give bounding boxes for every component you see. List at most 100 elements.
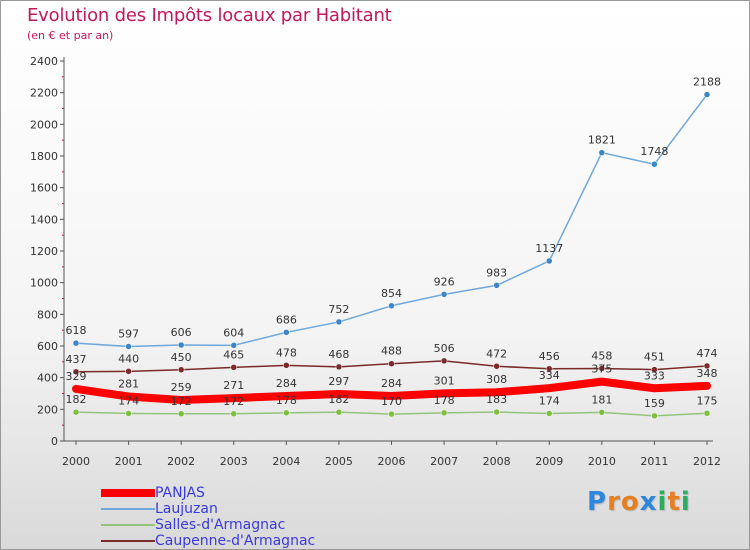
data-label: 271 [223, 379, 244, 392]
legend-label: Salles-d'Armagnac [155, 517, 286, 533]
data-label: 451 [644, 351, 665, 364]
data-label: 178 [434, 394, 455, 407]
data-point [598, 409, 606, 416]
legend-swatch [101, 524, 155, 526]
data-point [230, 342, 237, 349]
data-point [125, 343, 132, 350]
data-label: 334 [539, 369, 560, 382]
logo-letter: x [639, 487, 658, 517]
data-label: 618 [66, 324, 87, 337]
data-point [335, 408, 343, 416]
data-label: 465 [223, 348, 244, 361]
data-point [546, 410, 553, 417]
data-point [440, 291, 448, 298]
y-tick-label: 0 [51, 435, 58, 448]
logo-letter: t [667, 487, 681, 517]
data-point [335, 318, 343, 326]
logo-letter: P [587, 487, 608, 517]
data-label: 174 [118, 394, 139, 407]
legend-label: Laujuzan [155, 501, 218, 517]
data-label: 458 [591, 349, 612, 362]
data-label: 478 [276, 346, 297, 359]
x-tick-label: 2010 [588, 455, 616, 468]
data-point [493, 408, 500, 416]
legend-item: Salles-d'Armagnac [101, 517, 361, 533]
data-point [388, 360, 395, 367]
x-tick-label: 2008 [483, 455, 511, 468]
data-point [230, 364, 237, 371]
x-tick-label: 2007 [430, 455, 458, 468]
data-label: 259 [171, 381, 192, 394]
data-point [335, 363, 343, 371]
y-tick-label: 800 [37, 308, 58, 321]
data-label: 178 [276, 394, 297, 407]
logo-letter: o [620, 487, 640, 517]
legend-label: Caupenne-d'Armagnac [155, 533, 316, 549]
data-point [283, 409, 290, 417]
data-label: 172 [223, 395, 244, 408]
data-point [125, 410, 132, 417]
proxiti-logo: Proxiti [587, 487, 691, 517]
x-tick-label: 2011 [640, 455, 668, 468]
data-point [230, 410, 237, 418]
data-point [651, 160, 658, 168]
data-label: 281 [118, 378, 139, 391]
data-labels-layer: 329 281 259 271 284 297 284 301 308 334 375 333 348 6… [66, 76, 722, 410]
legend: PANJAS Laujuzan Salles-d'Armagnac Caupenne-… [101, 485, 361, 549]
data-point [651, 412, 658, 420]
data-label: 437 [66, 353, 87, 366]
data-point [177, 410, 185, 418]
data-point [493, 282, 500, 289]
data-label: 1748 [640, 145, 668, 158]
data-label: 182 [328, 393, 349, 406]
data-point [388, 302, 395, 310]
data-label: 1821 [588, 134, 616, 147]
y-tick-label: 400 [37, 372, 58, 385]
data-label: 308 [486, 373, 507, 386]
x-tick-label: 2005 [325, 455, 353, 468]
data-label: 597 [118, 327, 139, 340]
data-label: 983 [486, 266, 507, 279]
data-point [598, 365, 606, 372]
data-label: 1137 [535, 242, 563, 255]
data-label: 472 [486, 347, 507, 360]
logo-letter: r [607, 487, 621, 517]
data-label: 752 [328, 303, 349, 316]
data-point [703, 91, 711, 98]
x-tick-label: 2004 [272, 455, 300, 468]
logo-letter: i [680, 487, 691, 517]
data-point [125, 368, 132, 375]
x-tick-label: 2003 [220, 455, 248, 468]
data-point [388, 410, 395, 418]
legend-item: PANJAS [101, 485, 361, 501]
data-label: 488 [381, 345, 402, 358]
legend-label: PANJAS [155, 485, 205, 501]
data-label: 301 [434, 374, 455, 387]
y-tick-label: 1000 [30, 277, 58, 290]
data-label: 329 [66, 370, 87, 383]
data-point [72, 408, 80, 416]
data-label: 175 [697, 394, 718, 407]
chart-subtitle: (en € et par an) [27, 29, 114, 42]
data-label: 333 [644, 369, 665, 382]
data-label: 183 [486, 393, 507, 406]
y-tick-label: 2000 [30, 118, 58, 131]
y-tick-label: 200 [37, 403, 58, 416]
y-tick-label: 2400 [30, 55, 58, 68]
data-point [283, 329, 290, 336]
data-label: 182 [66, 393, 87, 406]
data-label: 686 [276, 313, 297, 326]
data-point [546, 365, 553, 373]
data-label: 506 [434, 342, 455, 355]
data-point [283, 362, 290, 369]
data-point [177, 366, 185, 373]
legend-item: Laujuzan [101, 501, 361, 517]
data-label: 284 [381, 377, 402, 390]
legend-item: Caupenne-d'Armagnac [101, 533, 361, 549]
x-tick-label: 2012 [693, 455, 721, 468]
data-label: 170 [381, 395, 402, 408]
data-label: 375 [591, 363, 612, 376]
data-label: 926 [434, 275, 455, 288]
logo-letter: i [657, 487, 668, 517]
series-layer [72, 91, 711, 420]
